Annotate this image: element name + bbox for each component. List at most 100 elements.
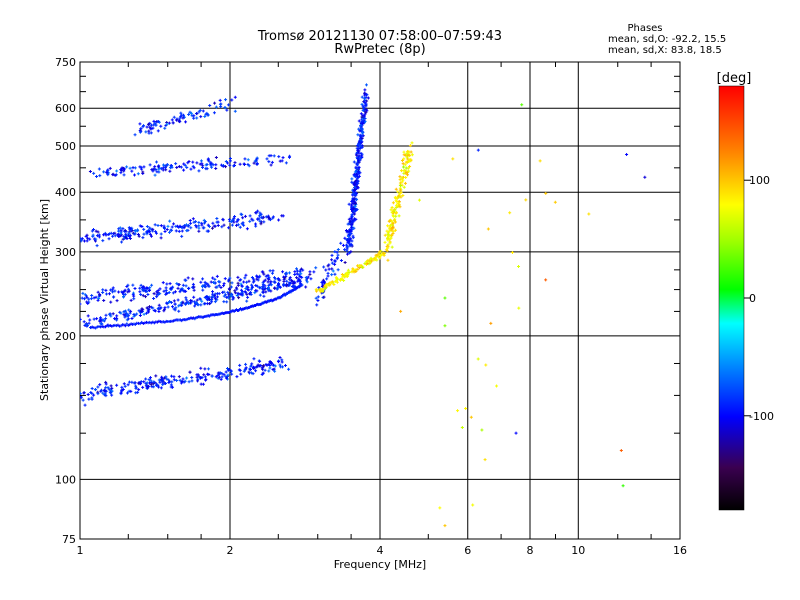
echo-point <box>142 380 146 384</box>
echo-point <box>156 129 160 133</box>
echo-point <box>255 289 259 293</box>
echo-point <box>84 322 88 326</box>
echo-point <box>101 291 105 295</box>
echo-point <box>386 246 390 250</box>
x-axis-ticks: 1 2 4 6 8 10 16 <box>77 62 687 557</box>
echo-point <box>138 224 142 228</box>
echo-point <box>144 130 148 134</box>
echo-point <box>239 212 243 216</box>
echo-point <box>394 203 398 207</box>
echo-point <box>154 230 158 234</box>
echo-point <box>264 290 268 294</box>
echo-point <box>101 288 105 292</box>
echo-point <box>229 294 233 298</box>
echo-point <box>86 393 90 397</box>
echo-point <box>177 375 181 379</box>
echo-point <box>162 309 166 313</box>
echo-point <box>170 118 174 122</box>
echo-point <box>199 303 203 307</box>
echo-point <box>227 218 231 222</box>
echo-point <box>154 168 158 172</box>
echo-point <box>291 282 295 286</box>
echo-point <box>176 298 180 302</box>
echo-point <box>214 155 218 159</box>
echo-point <box>226 103 230 107</box>
echo-point <box>239 288 243 292</box>
echo-point <box>214 163 218 167</box>
echo-point <box>349 217 353 221</box>
echo-point <box>296 279 300 283</box>
echo-point <box>216 223 220 227</box>
echo-point <box>386 224 390 228</box>
echo-point <box>244 286 248 290</box>
echo-point <box>174 306 178 310</box>
echo-point <box>326 264 330 268</box>
echo-point <box>339 258 343 262</box>
echo-point <box>117 234 121 238</box>
echo-point <box>266 273 270 277</box>
echo-point <box>345 252 349 256</box>
echo-point <box>281 156 285 160</box>
echo-point <box>149 305 153 309</box>
echo-point <box>157 310 161 314</box>
echo-point <box>364 110 368 114</box>
echo-point <box>187 113 191 117</box>
echo-point <box>164 286 168 290</box>
echo-point <box>104 317 108 321</box>
echo-point <box>346 238 350 242</box>
echo-point <box>252 161 256 165</box>
echo-point <box>210 226 214 230</box>
echo-point <box>133 133 137 137</box>
echo-point <box>95 234 99 238</box>
echo-point <box>201 166 205 170</box>
echo-point <box>258 219 262 223</box>
echo-point <box>358 129 362 133</box>
echo-point <box>209 298 213 302</box>
echo-point <box>113 231 117 235</box>
echo-point <box>155 320 159 324</box>
echo-point <box>139 380 143 384</box>
echo-point <box>142 227 146 231</box>
echo-point <box>365 99 369 103</box>
echo-point <box>155 160 159 164</box>
echo-point <box>325 277 329 281</box>
echo-point <box>388 241 392 245</box>
echo-point <box>109 288 113 292</box>
echo-point <box>476 148 480 152</box>
echo-point <box>224 376 228 380</box>
echo-point <box>180 234 184 238</box>
echo-point <box>314 296 318 300</box>
echo-point <box>363 88 367 92</box>
echo-point <box>402 157 406 161</box>
echo-point <box>171 291 175 295</box>
echo-point <box>141 385 145 389</box>
echo-point <box>228 163 232 167</box>
echo-point <box>218 98 222 102</box>
echo-point <box>360 134 364 138</box>
echo-point <box>253 159 257 163</box>
echo-point <box>293 272 297 276</box>
echo-point <box>168 219 172 223</box>
echo-point <box>233 289 237 293</box>
echo-point <box>141 294 145 298</box>
echo-point <box>149 131 153 135</box>
echo-point <box>197 169 201 173</box>
echo-point <box>147 384 151 388</box>
echo-point <box>126 383 130 387</box>
echo-point <box>187 223 191 227</box>
echo-point <box>126 283 130 287</box>
echo-point <box>354 181 358 185</box>
echo-point <box>233 109 237 113</box>
x-tick-label: 4 <box>377 544 384 557</box>
echo-point <box>128 166 132 170</box>
echo-point <box>147 310 151 314</box>
echo-point <box>219 285 223 289</box>
echo-point <box>244 273 248 277</box>
echo-point <box>136 229 140 233</box>
echo-point <box>138 290 142 294</box>
echo-point <box>146 292 150 296</box>
echo-point <box>148 163 152 167</box>
echo-point <box>149 376 153 380</box>
echo-point <box>113 173 117 177</box>
echo-point <box>280 159 284 163</box>
